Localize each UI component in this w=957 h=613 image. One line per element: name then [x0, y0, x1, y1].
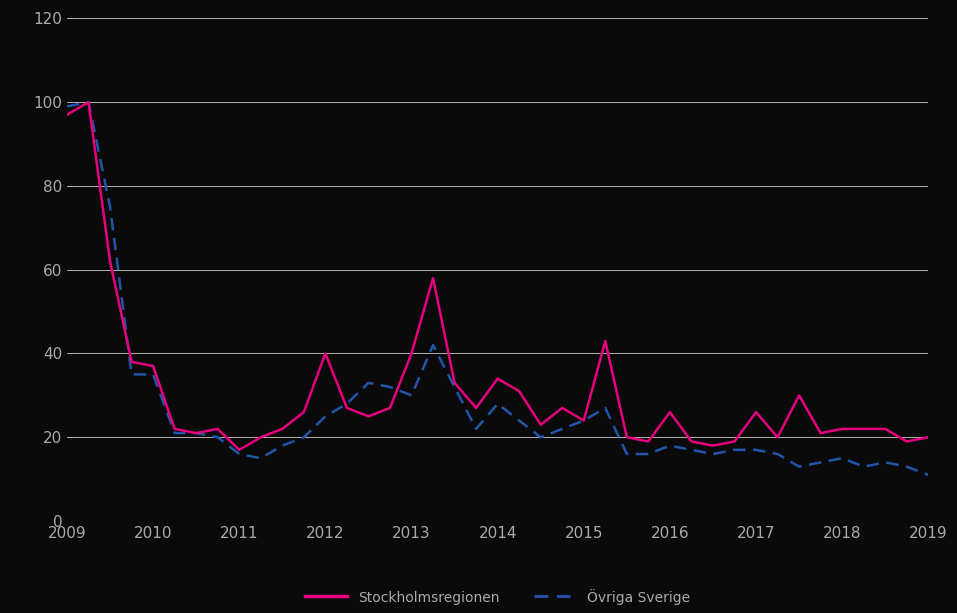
Legend: Stockholmsregionen, Övriga Sverige: Stockholmsregionen, Övriga Sverige — [300, 584, 696, 611]
